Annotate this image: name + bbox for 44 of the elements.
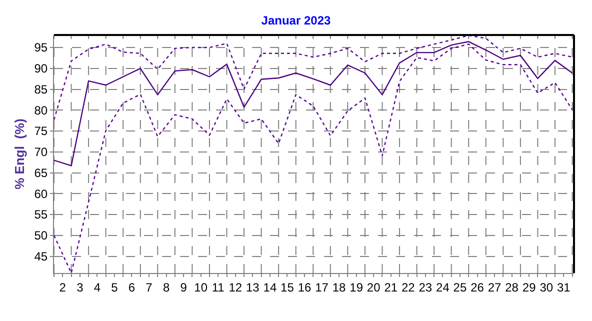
x-tick-label: 31 (556, 280, 571, 294)
y-tick-label: 55 (34, 208, 48, 222)
x-tick-label: 10 (194, 280, 208, 294)
x-tick-label: 21 (384, 280, 398, 294)
y-tick-label: 70 (34, 145, 48, 160)
x-tick-label: 3 (76, 280, 84, 294)
y-tick-label: 50 (34, 228, 48, 243)
x-tick-label: 20 (366, 280, 381, 294)
x-tick-label: 12 (228, 280, 242, 294)
x-tick-label: 26 (470, 280, 484, 294)
y-tick-label: 85 (34, 82, 48, 96)
x-tick-label: 15 (280, 280, 294, 294)
x-tick-label: 25 (453, 280, 467, 294)
line-series (54, 41, 573, 166)
x-tick-label: 2 (59, 280, 66, 294)
x-tick-label: 4 (94, 280, 101, 294)
y-tick-label: 45 (34, 250, 48, 264)
y-tick-label: 65 (34, 166, 48, 180)
x-tick-label: 23 (418, 280, 432, 294)
x-tick-label: 18 (332, 280, 346, 294)
x-tick-label: 19 (350, 280, 364, 294)
x-tick-label: 9 (180, 280, 188, 294)
x-tick-label: 17 (315, 280, 329, 294)
x-tick-label: 27 (488, 280, 502, 294)
x-tick-label: 7 (146, 280, 153, 294)
y-tick-label: 90 (34, 62, 48, 76)
y-tick-label: 95 (34, 40, 48, 55)
x-tick-label: 8 (162, 280, 170, 294)
x-tick-label: 6 (128, 280, 136, 294)
x-tick-label: 11 (212, 280, 225, 294)
y-axis-title: % Engl (%) (12, 118, 28, 190)
x-tick-label: 14 (263, 280, 277, 294)
y-tick-label: 80 (34, 103, 48, 118)
x-tick-label: 28 (505, 280, 519, 294)
x-tick-label: 29 (522, 280, 536, 294)
x-tick-label: 24 (436, 280, 450, 294)
x-tick-label: 16 (298, 280, 312, 294)
y-tick-label: 75 (34, 124, 48, 138)
chart-title: Januar 2023 (261, 13, 332, 28)
x-tick-label: 22 (401, 280, 416, 294)
y-tick-label: 60 (34, 186, 48, 201)
x-tick-label: 13 (246, 280, 260, 294)
x-tick-label: 5 (111, 280, 118, 294)
x-tick-label: 30 (540, 280, 554, 294)
